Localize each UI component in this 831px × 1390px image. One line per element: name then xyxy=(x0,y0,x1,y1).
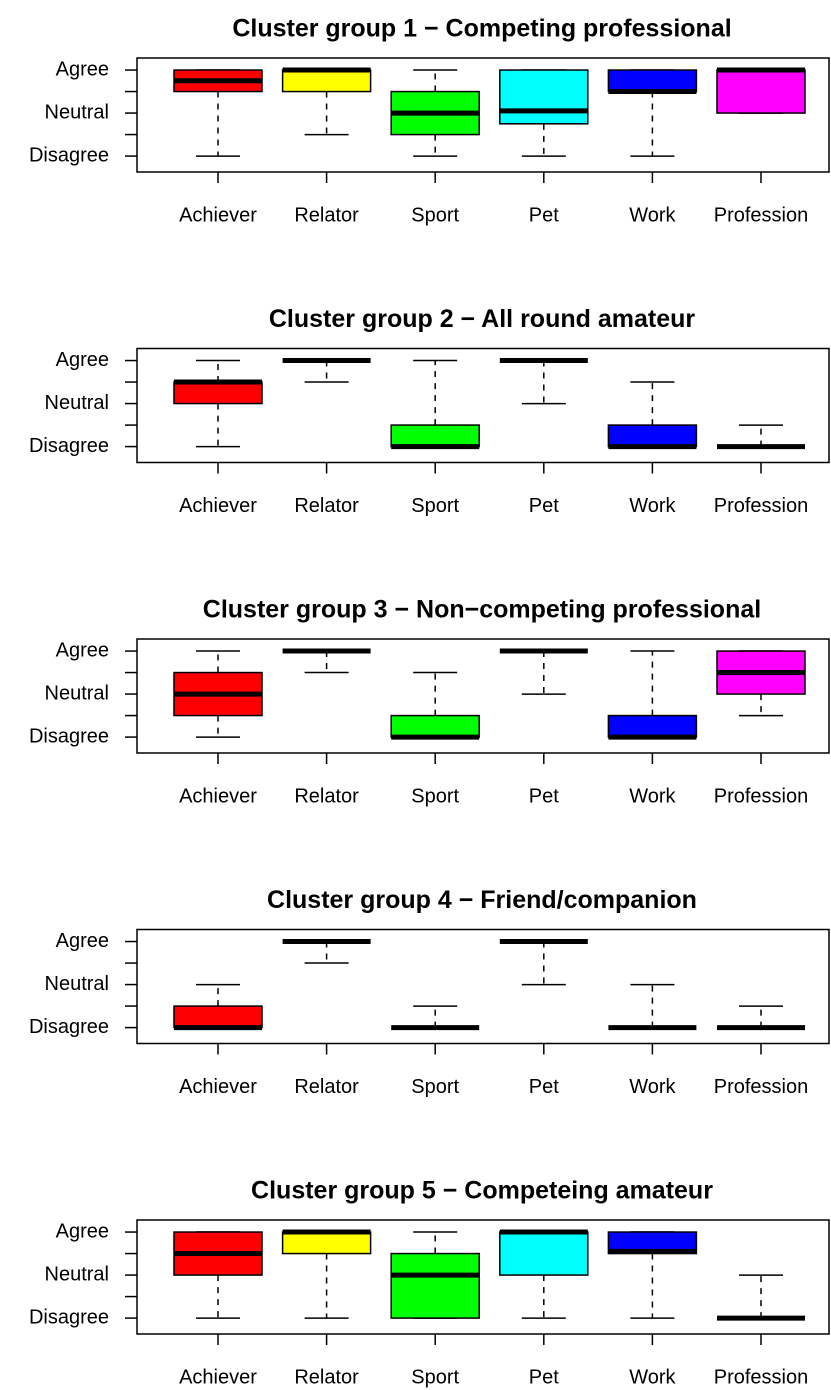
box xyxy=(607,69,698,93)
plot-frame xyxy=(136,638,830,754)
y-tick-label: Neutral xyxy=(45,101,109,123)
chart-title: Cluster group 5 − Competeing amateur xyxy=(251,1177,713,1205)
box xyxy=(607,714,698,738)
y-tick-label: Disagree xyxy=(29,1306,109,1328)
y-tick-label: Disagree xyxy=(29,1016,109,1038)
box xyxy=(390,1252,480,1319)
x-tick-label: Pet xyxy=(529,785,559,807)
box xyxy=(716,69,806,114)
y-tick-label: Disagree xyxy=(29,144,109,166)
y-tick-label: Neutral xyxy=(45,973,109,995)
x-tick-label: Profession xyxy=(714,204,809,226)
box xyxy=(499,1231,589,1276)
box xyxy=(281,69,372,93)
x-tick-label: Relator xyxy=(294,1076,359,1098)
x-tick-label: Work xyxy=(629,495,676,517)
x-tick-label: Sport xyxy=(411,495,459,517)
chart-title: Cluster group 3 − Non−competing professi… xyxy=(203,596,761,624)
x-tick-label: Work xyxy=(629,785,676,807)
y-tick-label: Neutral xyxy=(45,1263,109,1285)
x-tick-label: Relator xyxy=(294,1366,359,1388)
plot-frame xyxy=(136,57,830,173)
y-tick-label: Agree xyxy=(56,1220,109,1242)
x-tick-label: Achiever xyxy=(179,1076,257,1098)
y-tick-label: Agree xyxy=(56,349,109,371)
x-tick-label: Work xyxy=(629,1366,676,1388)
chart-title: Cluster group 1 − Competing professional xyxy=(232,15,731,43)
box xyxy=(173,1005,263,1029)
x-tick-label: Achiever xyxy=(179,495,257,517)
x-tick-label: Sport xyxy=(411,785,459,807)
x-tick-label: Pet xyxy=(529,1076,559,1098)
x-tick-label: Work xyxy=(629,1076,676,1098)
y-tick-label: Disagree xyxy=(29,725,109,747)
x-tick-label: Profession xyxy=(714,1366,809,1388)
x-tick-label: Achiever xyxy=(179,785,257,807)
x-tick-label: Achiever xyxy=(179,204,257,226)
y-tick-label: Neutral xyxy=(45,682,109,704)
x-tick-label: Relator xyxy=(294,785,359,807)
x-tick-label: Sport xyxy=(411,1366,459,1388)
box xyxy=(607,424,698,448)
plot-frame xyxy=(136,928,830,1045)
x-tick-label: Achiever xyxy=(179,1366,257,1388)
box xyxy=(390,714,480,738)
box xyxy=(281,1231,372,1255)
x-tick-label: Profession xyxy=(714,495,809,517)
x-tick-label: Pet xyxy=(529,204,559,226)
box xyxy=(390,424,480,448)
x-tick-label: Relator xyxy=(294,204,359,226)
x-tick-label: Sport xyxy=(411,204,459,226)
y-tick-label: Disagree xyxy=(29,435,109,457)
plot-frame xyxy=(136,347,830,464)
y-tick-label: Agree xyxy=(56,930,109,952)
plot-frame xyxy=(136,1219,830,1335)
x-tick-label: Relator xyxy=(294,495,359,517)
x-tick-label: Sport xyxy=(411,1076,459,1098)
x-tick-label: Profession xyxy=(714,1076,809,1098)
box xyxy=(499,69,589,125)
chart-title: Cluster group 4 − Friend/companion xyxy=(267,886,697,914)
y-tick-label: Agree xyxy=(56,58,109,80)
chart-title: Cluster group 2 − All round amateur xyxy=(269,305,695,333)
y-tick-label: Neutral xyxy=(45,392,109,414)
x-tick-label: Pet xyxy=(529,1366,559,1388)
x-tick-label: Profession xyxy=(714,785,809,807)
y-tick-label: Agree xyxy=(56,639,109,661)
x-tick-label: Work xyxy=(629,204,676,226)
box xyxy=(173,381,263,405)
x-tick-label: Pet xyxy=(529,495,559,517)
